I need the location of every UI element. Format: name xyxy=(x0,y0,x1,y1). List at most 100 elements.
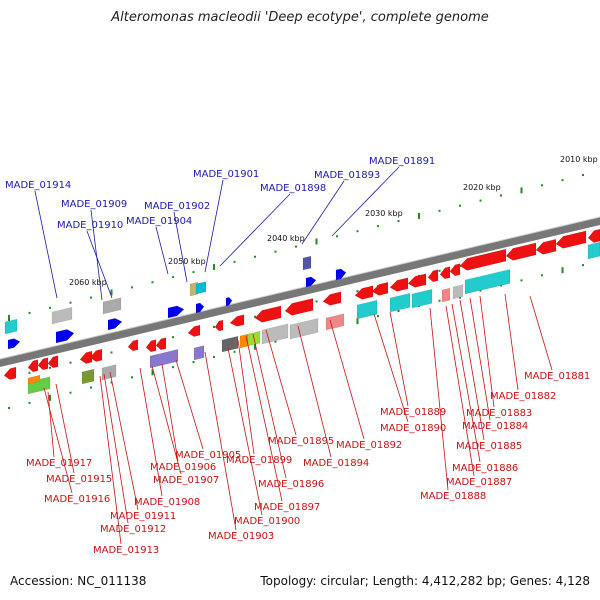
reverse-leader-line xyxy=(389,311,409,407)
feature-box xyxy=(289,318,319,340)
inner-tick xyxy=(110,351,113,354)
forward-gene-label: MADE_01902 xyxy=(144,201,210,212)
ruler-tick xyxy=(582,174,584,177)
ruler-tick xyxy=(172,276,174,279)
feature-box xyxy=(221,335,239,353)
reverse-gene-label: MADE_01883 xyxy=(466,408,532,419)
outer-tick xyxy=(90,386,92,389)
forward-gene-arrow xyxy=(225,297,233,307)
outer-tick xyxy=(541,274,543,277)
kbp-ruler-ticks xyxy=(8,174,584,321)
reverse-gene-arrow xyxy=(127,339,139,352)
reverse-gene-label: MADE_01912 xyxy=(100,524,166,535)
inner-tick xyxy=(254,315,256,318)
feature-box xyxy=(441,287,451,303)
forward-gene-arrow xyxy=(335,268,347,281)
reverse-leader-line xyxy=(204,351,237,531)
reverse-leader-line xyxy=(265,329,297,436)
reverse-leader-line xyxy=(161,363,179,462)
reverse-gene-label: MADE_01894 xyxy=(303,458,369,469)
ruler-tick xyxy=(28,311,31,314)
reverse-leader-line xyxy=(151,365,182,475)
feature-box xyxy=(411,288,433,309)
ruler-tick xyxy=(295,245,297,248)
forward-gene-label: MADE_01909 xyxy=(61,199,127,210)
inner-tick xyxy=(356,290,359,293)
reverse-leader-line xyxy=(469,297,491,421)
reverse-gene-label: MADE_01885 xyxy=(456,441,522,452)
forward-leader-line xyxy=(34,190,58,299)
reverse-gene-label: MADE_01917 xyxy=(26,458,92,469)
ruler-tick xyxy=(438,209,441,212)
outer-tick xyxy=(561,267,564,274)
forward-gene-arrow xyxy=(195,302,205,314)
reverse-gene-label: MADE_01903 xyxy=(208,531,274,542)
outer-tick xyxy=(49,394,51,401)
ruler-tick xyxy=(377,225,379,228)
reverse-gene-label: MADE_01887 xyxy=(446,477,512,488)
kbp-label: 2060 kbp xyxy=(69,278,107,287)
reverse-gene-label: MADE_01916 xyxy=(44,494,110,505)
outer-tick xyxy=(28,401,31,404)
reverse-gene-arrow xyxy=(47,355,59,369)
reverse-gene-label: MADE_01911 xyxy=(110,511,176,522)
feature-box xyxy=(587,241,600,260)
reverse-gene-arrow xyxy=(254,305,282,323)
reverse-leader-line xyxy=(99,375,122,545)
forward-gene-arrow xyxy=(167,305,185,319)
reverse-gene-arrow xyxy=(187,324,201,337)
inner-tick xyxy=(49,366,51,369)
reverse-gene-label: MADE_01881 xyxy=(524,371,590,382)
inner-tick xyxy=(213,325,215,328)
feature-box xyxy=(356,299,378,320)
forward-gene-label: MADE_01901 xyxy=(193,169,259,180)
feature-box xyxy=(452,284,464,300)
reverse-leader-line xyxy=(175,359,204,450)
reverse-gene-arrow xyxy=(229,314,245,327)
ruler-tick xyxy=(233,260,236,263)
reverse-leader-line xyxy=(237,339,255,455)
feature-box xyxy=(195,281,207,295)
reverse-gene-label: MADE_01882 xyxy=(490,391,556,402)
forward-leader-line xyxy=(219,193,291,267)
reverse-gene-label: MADE_01907 xyxy=(153,475,219,486)
ruler-tick xyxy=(356,230,359,233)
outer-tick xyxy=(69,391,72,394)
reverse-leader-line xyxy=(43,387,73,494)
ruler-tick xyxy=(479,199,482,202)
feature-box xyxy=(193,345,205,361)
reverse-gene-arrow xyxy=(505,242,537,261)
ruler-tick xyxy=(336,235,338,238)
reverse-leader-line xyxy=(103,373,129,524)
feature-box xyxy=(51,306,73,325)
reverse-leader-line xyxy=(459,299,485,441)
outer-tick xyxy=(274,340,277,343)
outer-tick xyxy=(131,376,133,379)
ruler-tick xyxy=(254,255,256,258)
ruler-tick xyxy=(90,296,92,299)
ruler-tick xyxy=(274,250,277,253)
backbone-band xyxy=(0,217,600,367)
inner-tick xyxy=(172,336,174,339)
ruler-tick xyxy=(49,306,51,309)
forward-leader-line xyxy=(204,179,224,273)
forward-gene-arrow xyxy=(305,276,317,288)
reverse-leader-line xyxy=(429,307,449,491)
reverse-gene-label: MADE_01906 xyxy=(150,462,216,473)
outer-tick xyxy=(356,318,359,325)
inner-tick xyxy=(438,269,441,272)
reverse-gene-arrow xyxy=(37,357,49,371)
feature-box xyxy=(302,255,312,271)
outer-tick xyxy=(397,310,400,313)
reverse-gene-label: MADE_01896 xyxy=(258,479,324,490)
reverse-gene-label: MADE_01900 xyxy=(234,516,300,527)
reverse-gene-arrow xyxy=(79,350,93,364)
reverse-leader-line xyxy=(47,391,55,458)
reverse-gene-arrow xyxy=(214,319,224,332)
reverse-gene-label: MADE_01913 xyxy=(93,545,159,556)
feature-box xyxy=(261,323,289,345)
kbp-label: 2030 kbp xyxy=(365,209,403,218)
ruler-tick xyxy=(520,187,523,194)
reverse-gene-arrow xyxy=(555,230,587,249)
outer-tick xyxy=(500,284,502,287)
